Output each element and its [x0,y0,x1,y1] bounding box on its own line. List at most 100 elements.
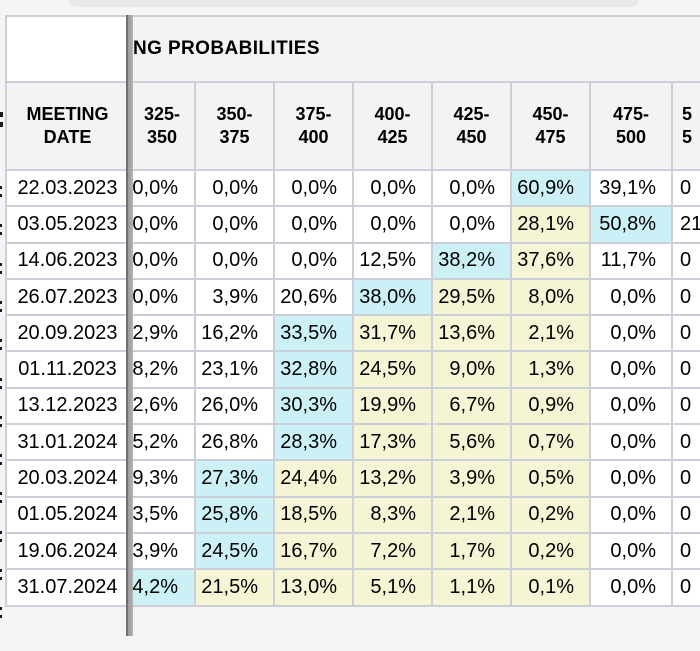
probability-cell: 0,0% [194,168,275,208]
probability-cell: 7,2% [352,531,433,571]
probability-cell: 38,2% [431,241,512,280]
clipped-text-fragment [0,377,2,381]
column-header: 475- 500 [589,81,673,171]
column-header: 5 5 [670,81,700,171]
probability-cell: 31,7% [352,314,433,353]
probability-cell: 8,3% [352,495,433,534]
probability-cell: 18,5% [273,495,354,534]
probability-cell: 16,7% [273,531,354,571]
probability-cell: 0 [670,168,700,208]
table-row: 14.06.2023 0,0% 0,0% 0,0% 12,5% 38,2% 37,6% 11,… [5,241,700,280]
probability-cell: 0,0% [194,241,275,280]
meeting-date-cell: 19.06.2024 [5,531,130,571]
probability-cell: 28,1% [510,205,591,244]
probability-cell: 0,0% [128,168,196,208]
probability-cell: 33,5% [273,314,354,353]
meeting-date-cell: 31.07.2024 [5,568,130,607]
probability-cell: 0,7% [510,423,591,462]
probability-cell: 28,3% [273,423,354,462]
probability-cell: 0,5% [510,459,591,498]
title-row: NG PROBABILITIES [5,15,700,83]
table-row: 01.05.202423,5%25,8%18,5%8,3%2,1%0,2%0,0… [5,495,700,534]
probability-cell: 24,4% [273,459,354,498]
probability-cell: 0,0% [589,459,673,498]
probability-cell: 23,9% [128,531,196,571]
probability-cell: 25,8% [194,495,275,534]
meeting-date-cell: 31.01.2024 [5,423,130,462]
column-header: 325- 350 [128,81,196,171]
probability-cell: 19,3% [128,459,196,498]
probability-cell: 17,3% [352,423,433,462]
probability-cell: 0,0% [273,241,354,280]
probability-cell: 0,2% [510,531,591,571]
probability-cell: 1,1% [431,568,512,607]
probability-cell: 0,0% [194,205,275,244]
probability-cell: 0,0% [273,205,354,244]
probability-cell: 0,0% [352,168,433,208]
probability-cell: 0,0% [128,241,196,280]
table-row: 01.11.2023 8,2% 23,1% 32,8% 24,5% 9,0% 1,3% 0,0… [5,350,700,389]
title-left-cell [5,15,130,83]
clipped-text-fragment [0,232,2,236]
probability-cell: 0,0% [589,350,673,389]
probability-cell: 24,5% [352,350,433,389]
probability-cell: 0,9% [510,386,591,426]
probability-cell: 0,0% [589,568,673,607]
probability-cell: 0,0% [589,386,673,426]
table-row: 20.03.202419,3%27,3%24,4%13,2%3,9%0,5%0,… [5,459,700,498]
clipped-text-fragment [0,262,2,266]
probability-cell: 27,3% [194,459,275,498]
probability-cell: 3,9% [194,277,275,317]
meeting-date-cell: 20.03.2024 [5,459,130,498]
probability-cell: 0 [670,495,700,534]
probability-cell: 0,0% [431,168,512,208]
meeting-date-cell: 01.05.2024 [5,495,130,534]
table-row: 22.03.2023 0,0% 0,0% 0,0% 0,0% 0,0% 60,9% 39,1%… [5,168,700,208]
meeting-date-cell: 14.06.2023 [5,241,130,280]
probability-cell: 24,5% [194,531,275,571]
meeting-date-cell: 22.03.2023 [5,168,130,208]
probability-cell: 0,0% [128,277,196,317]
probability-cell: 0,0% [128,205,196,244]
clipped-text-fragment [0,112,3,117]
probability-cell: 60,9% [510,168,591,208]
top-rounded-strip [69,0,639,7]
probability-cell: 0,0% [589,423,673,462]
probability-cell: 0,0% [589,495,673,534]
probabilities-table: NG PROBABILITIES MEETING DATE 325- 350 35… [5,15,700,607]
probability-cell: 0,1% [510,568,591,607]
probability-cell: 13,0% [273,568,354,607]
meeting-date-cell: 03.05.2023 [5,205,130,244]
probability-cell: 23,1% [194,350,275,389]
probability-cell: 21,5% [194,568,275,607]
clipped-text-fragment [0,500,2,504]
table-row: 31.01.202415,2%26,8%28,3%17,3%5,6%0,7%0,… [5,423,700,462]
probability-cell: 0,0% [431,205,512,244]
probabilities-table-wrap: NG PROBABILITIES MEETING DATE 325- 350 35… [5,15,700,637]
column-header: 400- 425 [352,81,433,171]
probability-cell: 3,9% [431,459,512,498]
clipped-text-fragment [0,308,2,312]
probability-cell: 37,6% [510,241,591,280]
clipped-text-fragment [0,423,2,427]
probability-cell: 0,0% [273,168,354,208]
probability-cell: 0,2% [510,495,591,534]
clipped-text-fragment [0,530,2,534]
pane-divider[interactable] [126,15,133,636]
probability-cell: 0 [670,459,700,498]
table-body: 22.03.2023 0,0% 0,0% 0,0% 0,0% 0,0% 60,9% 39,1%… [5,168,700,607]
table-title: NG PROBABILITIES [127,15,700,83]
probability-cell: 5,6% [431,423,512,462]
probability-cell: 26,0% [194,386,275,426]
column-header: 450- 475 [510,81,591,171]
probability-cell: 24,2% [128,568,196,607]
probability-cell: 5,1% [352,568,433,607]
clipped-text-fragment [0,194,2,197]
header-row: MEETING DATE 325- 350 350- 375 375- 400 400… [5,81,700,171]
probability-cell: 19,9% [352,386,433,426]
meeting-date-cell: 01.11.2023 [5,350,130,389]
probability-cell: 38,0% [352,277,433,317]
clipped-text-fragment [0,186,2,189]
probability-cell: 0,0% [589,277,673,317]
